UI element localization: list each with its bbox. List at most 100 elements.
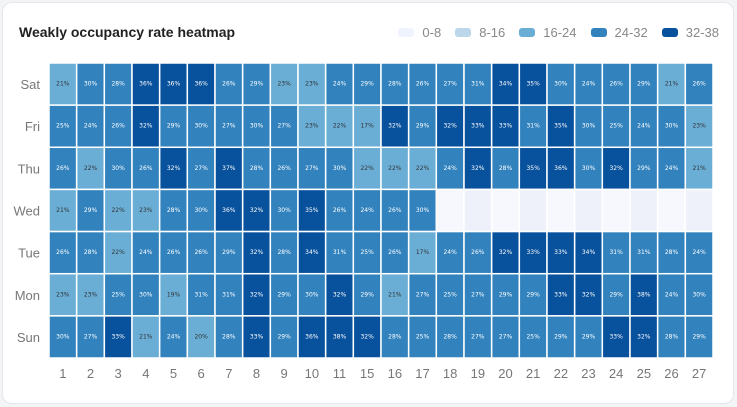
- heatmap-cell[interactable]: [546, 230, 576, 275]
- heatmap-cell[interactable]: [656, 104, 687, 149]
- heatmap-cell[interactable]: [435, 188, 465, 233]
- heatmap-cell[interactable]: [407, 104, 438, 149]
- heatmap-cell[interactable]: [214, 230, 244, 275]
- heatmap-cell[interactable]: [684, 272, 714, 317]
- heatmap-cell[interactable]: [518, 188, 548, 233]
- heatmap-cell[interactable]: [435, 315, 465, 359]
- cell-label: 38%: [637, 291, 651, 298]
- heatmap-cell[interactable]: [380, 146, 410, 191]
- heatmap-cell[interactable]: [656, 62, 687, 106]
- heatmap-cell[interactable]: [352, 146, 382, 191]
- heatmap-cell[interactable]: [158, 62, 189, 106]
- heatmap-cell[interactable]: [131, 230, 161, 275]
- legend-item[interactable]: 24-32: [590, 25, 648, 40]
- heatmap-cell[interactable]: [407, 315, 438, 359]
- heatmap-cell[interactable]: [684, 146, 714, 191]
- heatmap-cell[interactable]: [352, 104, 382, 149]
- heatmap-cell[interactable]: [573, 272, 604, 317]
- heatmap-cell[interactable]: [518, 62, 548, 106]
- heatmap-cell[interactable]: [48, 188, 78, 233]
- heatmap-cell[interactable]: [573, 188, 604, 233]
- heatmap-cell[interactable]: [684, 315, 714, 359]
- legend-swatch: [590, 28, 607, 37]
- heatmap-cell[interactable]: [463, 315, 493, 359]
- heatmap-cell[interactable]: [103, 230, 133, 275]
- heatmap-cell[interactable]: [435, 62, 465, 106]
- heatmap-cell[interactable]: [241, 146, 272, 191]
- heatmap-cell[interactable]: [490, 104, 521, 149]
- heatmap-cell[interactable]: [297, 272, 327, 317]
- heatmap-cell[interactable]: [297, 230, 327, 275]
- heatmap-cell[interactable]: [158, 315, 189, 359]
- heatmap-cell[interactable]: [352, 272, 382, 317]
- heatmap-cell[interactable]: [601, 315, 631, 359]
- heatmap-cell[interactable]: [48, 315, 78, 359]
- heatmap-cell[interactable]: [352, 230, 382, 275]
- heatmap-cell[interactable]: [629, 315, 659, 359]
- heatmap-cell[interactable]: [546, 315, 576, 359]
- cell-label: 30%: [277, 207, 291, 214]
- heatmap-cell[interactable]: [380, 62, 410, 106]
- heatmap-cell[interactable]: [407, 230, 438, 275]
- cell-label: 27%: [416, 291, 430, 298]
- heatmap-cell[interactable]: [601, 104, 631, 149]
- cell-label: 26%: [416, 81, 430, 88]
- cell-label: 28%: [250, 165, 264, 172]
- cell-label: 29%: [250, 81, 264, 88]
- heatmap-cell[interactable]: [158, 188, 189, 233]
- heatmap-cell[interactable]: [407, 146, 438, 191]
- heatmap-cell[interactable]: [131, 188, 161, 233]
- heatmap-cell[interactable]: [601, 62, 631, 106]
- heatmap-cell[interactable]: [269, 62, 299, 106]
- legend-item[interactable]: 32-38: [661, 25, 719, 40]
- heatmap-cell[interactable]: [490, 315, 521, 359]
- heatmap-cell[interactable]: [269, 230, 299, 275]
- x-tick-label: 7: [225, 366, 232, 381]
- heatmap-cell[interactable]: [324, 315, 355, 359]
- heatmap-cell[interactable]: [601, 188, 631, 233]
- heatmap-cell[interactable]: [629, 62, 659, 106]
- cell-label: 29%: [277, 333, 291, 340]
- heatmap-cell[interactable]: [103, 315, 133, 359]
- heatmap-cell[interactable]: [352, 315, 382, 359]
- heatmap-cell[interactable]: [324, 188, 355, 233]
- cell-label: 29%: [609, 291, 623, 298]
- heatmap-cell[interactable]: [214, 146, 244, 191]
- heatmap-cell[interactable]: [214, 315, 244, 359]
- heatmap-cell[interactable]: [684, 104, 714, 149]
- heatmap-cell[interactable]: [573, 230, 604, 275]
- heatmap-cell[interactable]: [656, 188, 687, 233]
- heatmap-cell[interactable]: [573, 62, 604, 106]
- legend-item[interactable]: 8-16: [455, 25, 505, 40]
- heatmap-cell[interactable]: [518, 315, 548, 359]
- heatmap-cell[interactable]: [490, 188, 521, 233]
- heatmap-cell[interactable]: [684, 230, 714, 275]
- heatmap-cell[interactable]: [324, 62, 355, 106]
- heatmap-cell[interactable]: [241, 272, 272, 317]
- heatmap-cell[interactable]: [684, 62, 714, 106]
- legend-item[interactable]: 0-8: [398, 25, 441, 40]
- heatmap-cell[interactable]: [158, 146, 189, 191]
- heatmap-cell[interactable]: [656, 315, 687, 359]
- heatmap-cell[interactable]: [186, 315, 216, 359]
- heatmap-cell[interactable]: [131, 146, 161, 191]
- heatmap-cell[interactable]: [352, 62, 382, 106]
- heatmap-cell[interactable]: [103, 188, 133, 233]
- heatmap-cell[interactable]: [463, 188, 493, 233]
- heatmap-cell[interactable]: [546, 188, 576, 233]
- heatmap-cell[interactable]: [684, 188, 714, 233]
- heatmap-cell[interactable]: [463, 62, 493, 106]
- heatmap-cell[interactable]: [269, 146, 299, 191]
- heatmap-cell[interactable]: [103, 146, 133, 191]
- heatmap-cell[interactable]: [269, 272, 299, 317]
- heatmap-cell[interactable]: [601, 146, 631, 191]
- heatmap-cell[interactable]: [214, 62, 244, 106]
- legend-item[interactable]: 16-24: [519, 25, 577, 40]
- heatmap-cell[interactable]: [380, 272, 410, 317]
- heatmap-cell[interactable]: [407, 62, 438, 106]
- heatmap-cell[interactable]: [463, 104, 493, 149]
- heatmap-cell[interactable]: [297, 188, 327, 233]
- legend-label: 24-32: [614, 25, 648, 40]
- heatmap-cell[interactable]: [629, 146, 659, 191]
- heatmap-cell[interactable]: [629, 188, 659, 233]
